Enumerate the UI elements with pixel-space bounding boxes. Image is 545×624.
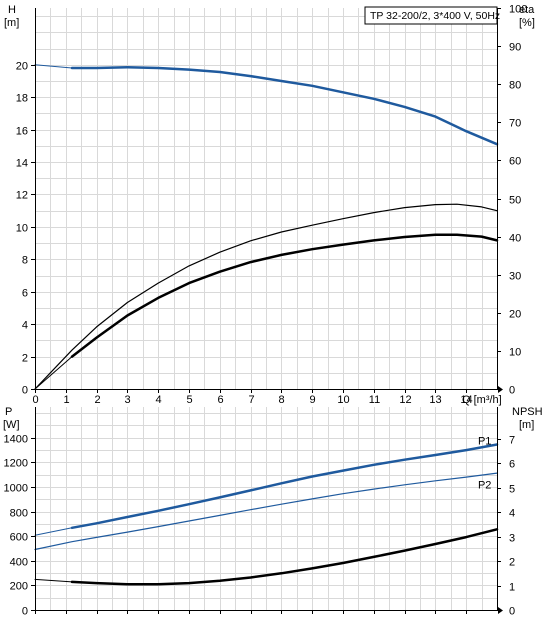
y-right-tick-label: 40 <box>509 233 521 245</box>
x-tick-label: 5 <box>186 394 192 406</box>
left-axis-curve <box>34 64 73 69</box>
y-left-tick-label: 0 <box>22 606 28 618</box>
y-left-unit-bottom: [W] <box>3 419 20 431</box>
y-right-label-bottom: NPSH <box>512 406 543 418</box>
y-left-tick-label: 10 <box>16 223 28 235</box>
bottom-curves <box>34 443 499 586</box>
y-left-tick-label: 1400 <box>4 434 28 446</box>
chart-title: TP 32-200/2, 3*400 V, 50Hz <box>370 10 500 22</box>
y-left-tick-label: 8 <box>22 255 28 267</box>
top-gridlines <box>35 8 498 389</box>
x-tick-label: 12 <box>399 394 411 406</box>
y-left-tick-label: 16 <box>16 126 28 138</box>
y-left-tick-label: 400 <box>10 557 28 569</box>
y-left-tick-label: 800 <box>10 508 28 520</box>
top-curves <box>34 64 499 390</box>
x-tick-label: 8 <box>278 394 284 406</box>
x-tick-label: 10 <box>337 394 349 406</box>
right-axis-curve <box>70 528 499 586</box>
y-left-tick-label: 14 <box>16 158 28 170</box>
p1-left-axis-curve <box>70 443 499 530</box>
y-right-tick-label: 0 <box>509 385 515 397</box>
y-left-tick-label: 12 <box>16 190 28 202</box>
bottom-axes <box>31 407 503 614</box>
y-right-tick-label: 7 <box>509 435 515 447</box>
y-left-tick-label: 1000 <box>4 483 28 495</box>
y-right-tick-label: 1 <box>509 582 515 594</box>
p1-left-axis-curve <box>34 527 73 536</box>
x-tick-label: 7 <box>248 394 254 406</box>
y-right-tick-label: 30 <box>509 271 521 283</box>
bottom-tick-labels: 0 200 400 600 800 1000 1200 1400 0 1 2 3 4 5 6 7 <box>4 434 516 618</box>
y-left-tick-label: 0 <box>22 385 28 397</box>
x-tick-label: 11 <box>369 394 380 406</box>
chart-title-box <box>364 6 498 25</box>
y-left-unit-top: [m] <box>4 17 19 29</box>
y-right-tick-label: 100 <box>509 4 527 16</box>
head-efficiency-panel: 0 1 2 3 4 5 6 7 8 9 10 11 12 13 1402468101214161820010… <box>4 4 535 407</box>
x-axis-label: Q [m³/h] <box>462 394 502 406</box>
series-annotations: P1 P2 <box>478 435 491 491</box>
x-tick-label: 4 <box>155 394 161 406</box>
x-tick-label: 2 <box>94 394 100 406</box>
series-label-p1: P1 <box>478 435 491 447</box>
y-right-tick-label: 3 <box>509 533 515 545</box>
y-left-tick-label: 18 <box>16 93 28 105</box>
right-axis-curve <box>34 578 73 583</box>
y-left-tick-label: 20 <box>16 61 28 73</box>
left-axis-curve <box>70 65 499 146</box>
right-axis-curve <box>70 233 499 358</box>
x-tick-label: 14 <box>460 394 472 406</box>
x-tick-label: 0 <box>32 394 38 406</box>
x-tick-label: 1 <box>63 394 69 406</box>
y-right-tick-label: 90 <box>509 42 521 54</box>
x-tick-label: 9 <box>309 394 315 406</box>
x-tick-label: 3 <box>124 394 130 406</box>
top-axes <box>31 8 503 393</box>
y-right-tick-label: 6 <box>509 459 515 471</box>
y-right-tick-label: 10 <box>509 347 521 359</box>
y-left-tick-label: 6 <box>22 288 28 300</box>
y-right-tick-label: 20 <box>509 309 521 321</box>
y-right-tick-label: 80 <box>509 80 521 92</box>
y-right-label-top: eta <box>519 4 535 16</box>
y-right-tick-label: 70 <box>509 118 521 130</box>
right-axis-curve <box>34 203 498 390</box>
y-right-tick-label: 60 <box>509 156 521 168</box>
y-right-tick-label: 2 <box>509 557 515 569</box>
right-axis-curve <box>34 356 73 390</box>
series-label-p2: P2 <box>478 480 491 492</box>
y-left-label-bottom: P <box>5 406 12 418</box>
y-left-label-top: H <box>8 4 16 16</box>
y-right-tick-label: 4 <box>509 508 515 520</box>
y-right-unit-top: [%] <box>519 17 535 29</box>
y-left-tick-label: 4 <box>22 320 28 332</box>
y-left-tick-label: 1200 <box>4 458 28 470</box>
y-right-tick-label: 50 <box>509 195 521 207</box>
x-tick-label: 13 <box>429 394 441 406</box>
y-left-tick-label: 200 <box>10 581 28 593</box>
y-right-unit-bottom: [m] <box>519 419 534 431</box>
p2-left-axis-curve <box>34 472 498 551</box>
y-left-tick-label: 600 <box>10 532 28 544</box>
y-left-tick-label: 2 <box>22 353 28 365</box>
y-right-tick-label: 5 <box>509 484 515 496</box>
x-tick-label: 6 <box>217 394 223 406</box>
top-tick-labels: 0 1 2 3 4 5 6 7 8 9 10 11 12 13 1402468101214161820010… <box>16 4 528 407</box>
y-right-tick-label: 0 <box>509 606 515 618</box>
